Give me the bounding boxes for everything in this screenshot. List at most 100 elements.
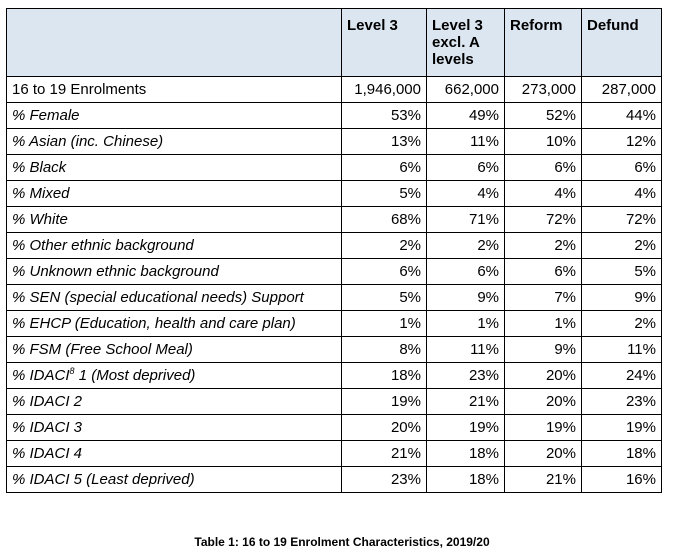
table-cell: 72% <box>581 206 662 233</box>
table-cell: 4% <box>426 180 505 207</box>
table-cell: 5% <box>341 180 427 207</box>
table-cell: 52% <box>504 102 582 129</box>
table-row: % Asian (inc. Chinese) 13% 11% 10% 12% <box>6 128 662 155</box>
table-cell: 2% <box>426 232 505 259</box>
enrolment-table-container: Level 3 Level 3 excl. A levels Reform Defun… <box>6 8 662 493</box>
table-cell: 16% <box>581 466 662 493</box>
row-label: % IDACI 4 <box>6 440 342 467</box>
table-cell: 2% <box>504 232 582 259</box>
row-label-suffix: 1 (Most deprived) <box>74 367 196 384</box>
table-cell: 11% <box>426 336 505 363</box>
table-row: % FSM (Free School Meal) 8% 11% 9% 11% <box>6 336 662 363</box>
table-cell: 9% <box>426 284 505 311</box>
table-cell: 18% <box>341 362 427 389</box>
table-row: % White 68% 71% 72% 72% <box>6 206 662 233</box>
table-header-row: Level 3 Level 3 excl. A levels Reform Defun… <box>6 8 662 77</box>
table-cell: 1,946,000 <box>341 76 427 103</box>
row-label: % IDACI 2 <box>6 388 342 415</box>
table-cell: 19% <box>341 388 427 415</box>
table-row: % Female 53% 49% 52% 44% <box>6 102 662 129</box>
table-row: % Other ethnic background 2% 2% 2% 2% <box>6 232 662 259</box>
table-body: 16 to 19 Enrolments 1,946,000 662,000 273,0… <box>6 76 662 493</box>
table-cell: 19% <box>504 414 582 441</box>
table-cell: 4% <box>504 180 582 207</box>
header-defund: Defund <box>581 8 662 77</box>
table-cell: 2% <box>581 232 662 259</box>
row-label: % Mixed <box>6 180 342 207</box>
table-cell: 11% <box>426 128 505 155</box>
table-cell: 662,000 <box>426 76 505 103</box>
row-label: % Black <box>6 154 342 181</box>
row-label: % White <box>6 206 342 233</box>
table-cell: 1% <box>504 310 582 337</box>
table-cell: 18% <box>581 440 662 467</box>
table-row: % Unknown ethnic background 6% 6% 6% 5% <box>6 258 662 285</box>
table-cell: 6% <box>341 258 427 285</box>
row-label: % SEN (special educational needs) Suppor… <box>6 284 342 311</box>
header-level-3: Level 3 <box>341 8 427 77</box>
row-label-text: % IDACI <box>12 367 70 384</box>
table-cell: 6% <box>426 154 505 181</box>
header-blank <box>6 8 342 77</box>
table-cell: 21% <box>504 466 582 493</box>
row-label: % Unknown ethnic background <box>6 258 342 285</box>
table-row: % EHCP (Education, health and care plan)… <box>6 310 662 337</box>
table-cell: 13% <box>341 128 427 155</box>
footnote-marker: 8 <box>69 366 75 376</box>
table-cell: 4% <box>581 180 662 207</box>
table-row: % IDACI8 1 (Most deprived) 18% 23% 20% 24% <box>6 362 662 389</box>
table-cell: 8% <box>341 336 427 363</box>
table-cell: 1% <box>426 310 505 337</box>
row-label: 16 to 19 Enrolments <box>6 76 342 103</box>
row-label: % Other ethnic background <box>6 232 342 259</box>
table-cell: 2% <box>341 232 427 259</box>
table-cell: 7% <box>504 284 582 311</box>
table-cell: 6% <box>426 258 505 285</box>
table-row: % IDACI 5 (Least deprived) 23% 18% 21% 16% <box>6 466 662 493</box>
table-cell: 23% <box>341 466 427 493</box>
row-label: % Female <box>6 102 342 129</box>
row-label: % Asian (inc. Chinese) <box>6 128 342 155</box>
table-cell: 23% <box>426 362 505 389</box>
header-reform: Reform <box>504 8 582 77</box>
table-cell: 9% <box>504 336 582 363</box>
table-cell: 20% <box>504 388 582 415</box>
row-label: % IDACI 5 (Least deprived) <box>6 466 342 493</box>
table-cell: 21% <box>341 440 427 467</box>
table-cell: 72% <box>504 206 582 233</box>
table-cell: 2% <box>581 310 662 337</box>
table-cell: 19% <box>426 414 505 441</box>
table-row: % Mixed 5% 4% 4% 4% <box>6 180 662 207</box>
table-cell: 6% <box>504 154 582 181</box>
table-row: % IDACI 2 19% 21% 20% 23% <box>6 388 662 415</box>
table-cell: 20% <box>341 414 427 441</box>
table-cell: 44% <box>581 102 662 129</box>
table-caption: Table 1: 16 to 19 Enrolment Characterist… <box>194 535 490 549</box>
table-cell: 21% <box>426 388 505 415</box>
table-row: % Black 6% 6% 6% 6% <box>6 154 662 181</box>
enrolment-characteristics-table: Level 3 Level 3 excl. A levels Reform Defun… <box>6 8 662 493</box>
table-cell: 24% <box>581 362 662 389</box>
table-cell: 49% <box>426 102 505 129</box>
table-cell: 287,000 <box>581 76 662 103</box>
table-row: % IDACI 4 21% 18% 20% 18% <box>6 440 662 467</box>
table-cell: 18% <box>426 466 505 493</box>
table-cell: 71% <box>426 206 505 233</box>
table-cell: 9% <box>581 284 662 311</box>
table-cell: 12% <box>581 128 662 155</box>
table-row: 16 to 19 Enrolments 1,946,000 662,000 273,0… <box>6 76 662 103</box>
table-row: % IDACI 3 20% 19% 19% 19% <box>6 414 662 441</box>
table-cell: 5% <box>341 284 427 311</box>
table-cell: 53% <box>341 102 427 129</box>
table-cell: 18% <box>426 440 505 467</box>
table-cell: 23% <box>581 388 662 415</box>
table-cell: 5% <box>581 258 662 285</box>
table-cell: 19% <box>581 414 662 441</box>
row-label: % IDACI8 1 (Most deprived) <box>6 362 342 389</box>
table-cell: 11% <box>581 336 662 363</box>
table-cell: 68% <box>341 206 427 233</box>
table-cell: 273,000 <box>504 76 582 103</box>
row-label: % EHCP (Education, health and care plan) <box>6 310 342 337</box>
table-cell: 10% <box>504 128 582 155</box>
table-cell: 6% <box>504 258 582 285</box>
